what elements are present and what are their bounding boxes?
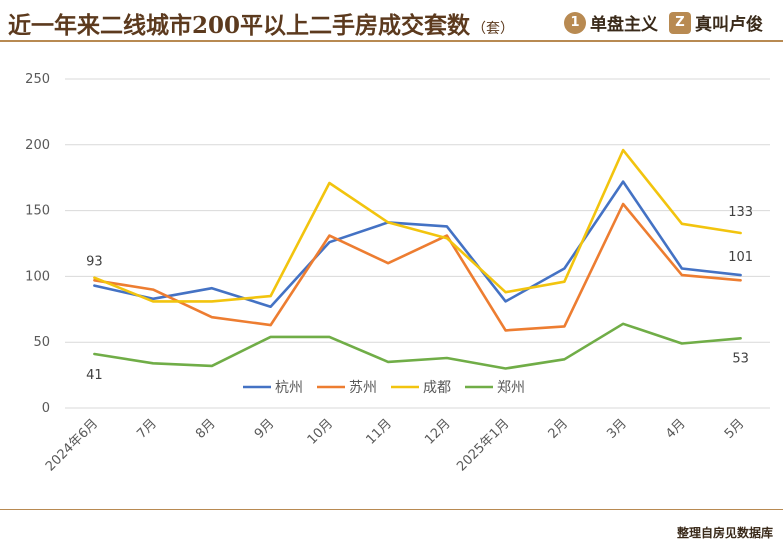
data-label: 101 <box>728 250 753 265</box>
data-source: 整理自房见数据库 <box>676 526 773 540</box>
brand-zhenjiaolujun-name: 真叫卢俊 <box>695 15 763 35</box>
series-line-杭州 <box>93 180 742 309</box>
legend-label-苏州: 苏州 <box>349 380 377 396</box>
y-tick-label: 50 <box>33 335 50 350</box>
brand-danpanzhuyi-name: 单盘主义 <box>590 15 658 35</box>
data-label: 133 <box>728 205 753 220</box>
x-tick-label: 9月 <box>252 416 278 442</box>
legend-label-成都: 成都 <box>423 380 451 396</box>
x-tick-label: 8月 <box>193 416 219 442</box>
y-tick-label: 0 <box>42 401 50 416</box>
chart-title: 近一年来二线城市200平以上二手房成交套数 （套） <box>8 6 514 40</box>
x-tick-label: 10月 <box>305 416 336 447</box>
series-line-郑州 <box>93 322 742 370</box>
zhenjiaolujun-logo-icon: Z <box>669 11 691 34</box>
x-tick-label: 4月 <box>663 416 689 442</box>
x-tick-label: 7月 <box>134 416 160 442</box>
data-label: 41 <box>86 368 103 383</box>
x-tick-label: 2月 <box>546 416 572 442</box>
x-tick-label: 11月 <box>363 416 394 447</box>
series-line-成都 <box>93 148 742 303</box>
brand-zhenjiaolujun: Z 真叫卢俊 <box>669 10 763 35</box>
x-tick-label: 5月 <box>722 416 748 442</box>
data-label: 53 <box>732 351 749 366</box>
legend-label-郑州: 郑州 <box>497 380 525 396</box>
footer-divider <box>0 509 783 510</box>
y-tick-label: 150 <box>25 204 50 219</box>
chart-title-text: 近一年来二线城市200平以上二手房成交套数 <box>8 12 471 39</box>
x-tick-label: 2025年1月 <box>454 416 512 474</box>
series-line-苏州 <box>93 202 742 332</box>
header-divider <box>0 40 783 42</box>
x-tick-label: 12月 <box>422 416 453 447</box>
data-label: 93 <box>86 255 103 270</box>
x-tick-label: 3月 <box>604 416 630 442</box>
chart-title-unit: （套） <box>472 21 515 37</box>
legend-label-杭州: 杭州 <box>275 380 303 396</box>
brand-danpanzhuyi: 1 单盘主义 <box>564 10 658 35</box>
line-chart: 0 50 100 150 200 250 2024年6月 7月 8月 9月 10月 11月 12月 202… <box>25 72 770 474</box>
y-tick-label: 100 <box>25 269 50 284</box>
y-tick-label: 200 <box>25 138 50 153</box>
y-tick-label: 250 <box>25 72 50 87</box>
x-tick-label: 2024年6月 <box>43 416 101 474</box>
danpanzhuyi-logo-icon: 1 <box>564 11 586 34</box>
